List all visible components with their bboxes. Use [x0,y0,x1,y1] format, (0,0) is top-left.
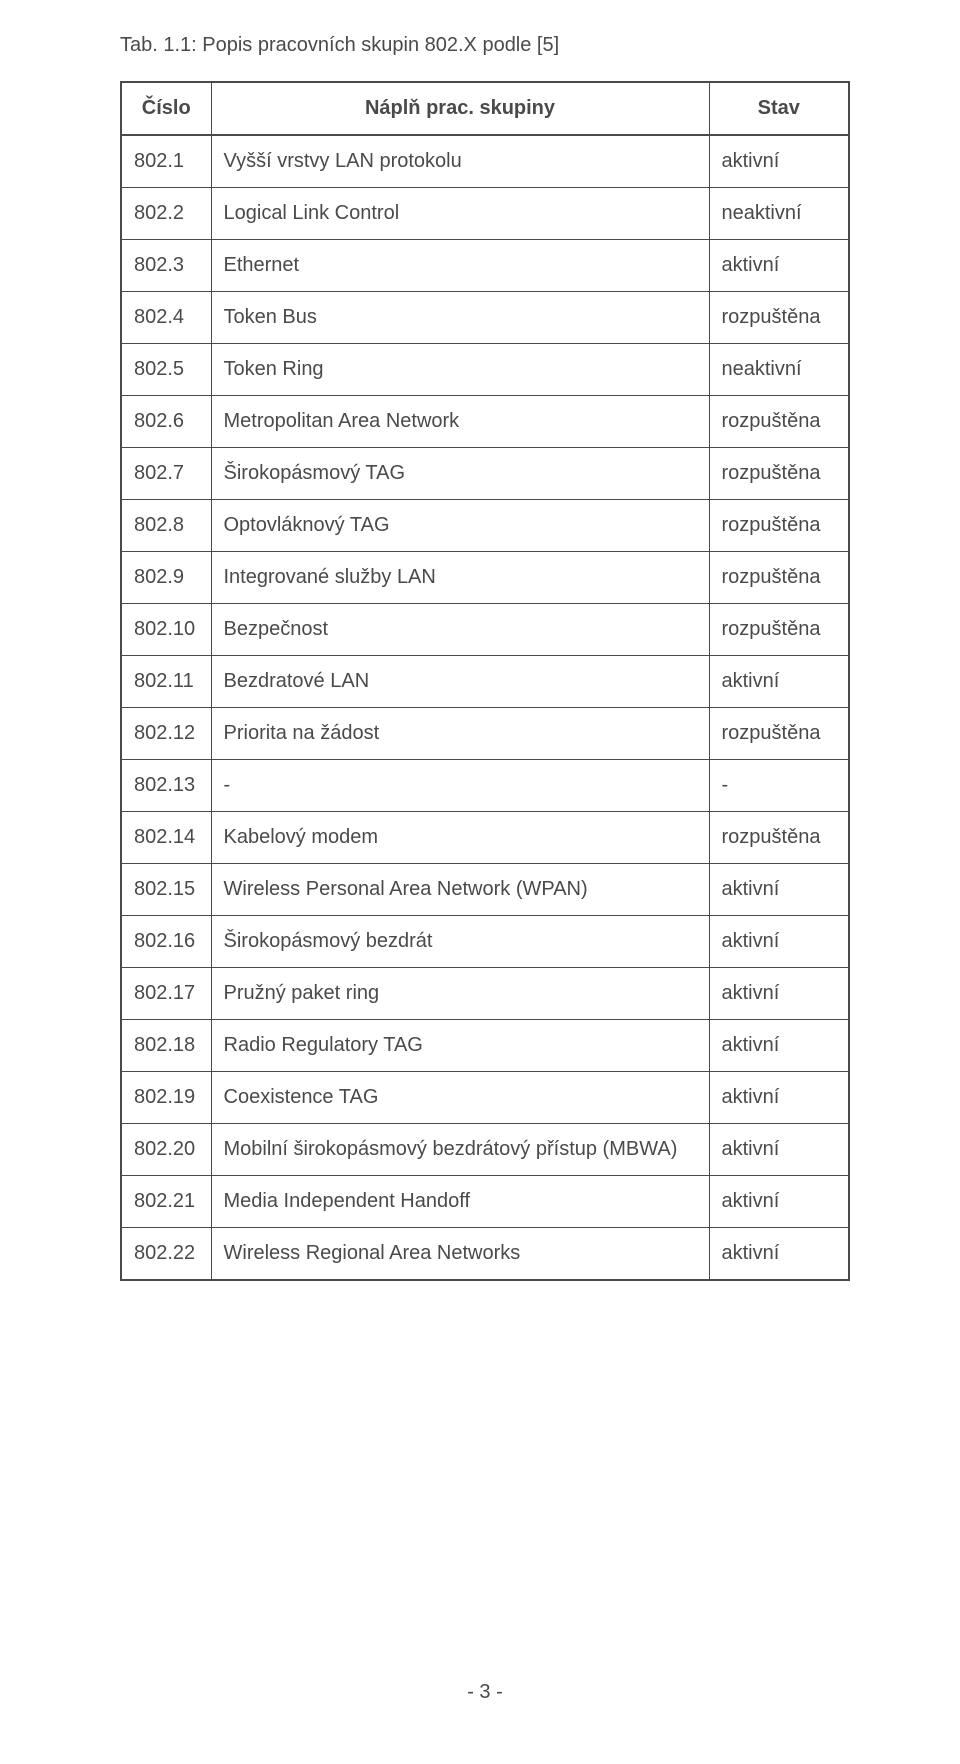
cell-desc: Optovláknový TAG [211,500,709,552]
cell-desc: Wireless Regional Area Networks [211,1228,709,1281]
cell-desc: Media Independent Handoff [211,1176,709,1228]
cell-status: aktivní [709,916,849,968]
cell-status: rozpuštěna [709,552,849,604]
cell-desc: Širokopásmový bezdrát [211,916,709,968]
document-page: Tab. 1.1: Popis pracovních skupin 802.X … [0,0,960,1764]
cell-status: rozpuštěna [709,292,849,344]
table-caption: Tab. 1.1: Popis pracovních skupin 802.X … [120,34,850,57]
cell-id: 802.6 [121,396,211,448]
table-row: 802.9Integrované služby LANrozpuštěna [121,552,849,604]
cell-desc: Priorita na žádost [211,708,709,760]
table-row: 802.18Radio Regulatory TAGaktivní [121,1020,849,1072]
cell-id: 802.8 [121,500,211,552]
cell-desc: Metropolitan Area Network [211,396,709,448]
cell-id: 802.11 [121,656,211,708]
table-row: 802.22Wireless Regional Area Networksakt… [121,1228,849,1281]
cell-desc: Coexistence TAG [211,1072,709,1124]
cell-id: 802.17 [121,968,211,1020]
cell-desc: Integrované služby LAN [211,552,709,604]
table-row: 802.20Mobilní širokopásmový bezdrátový p… [121,1124,849,1176]
cell-desc: Bezdratové LAN [211,656,709,708]
cell-desc: Logical Link Control [211,188,709,240]
cell-status: aktivní [709,968,849,1020]
cell-id: 802.1 [121,135,211,188]
cell-status: aktivní [709,864,849,916]
cell-status: rozpuštěna [709,708,849,760]
cell-id: 802.9 [121,552,211,604]
cell-desc: Kabelový modem [211,812,709,864]
cell-desc: Token Bus [211,292,709,344]
cell-id: 802.18 [121,1020,211,1072]
table-row: 802.14Kabelový modemrozpuštěna [121,812,849,864]
cell-status: aktivní [709,656,849,708]
cell-id: 802.12 [121,708,211,760]
table-row: 802.19Coexistence TAGaktivní [121,1072,849,1124]
cell-desc: Token Ring [211,344,709,396]
table-row: 802.3Ethernetaktivní [121,240,849,292]
cell-status: rozpuštěna [709,604,849,656]
table-row: 802.21Media Independent Handoffaktivní [121,1176,849,1228]
cell-id: 802.16 [121,916,211,968]
cell-status: aktivní [709,1124,849,1176]
cell-status: - [709,760,849,812]
table-row: 802.17Pružný paket ringaktivní [121,968,849,1020]
cell-status: rozpuštěna [709,448,849,500]
cell-id: 802.14 [121,812,211,864]
cell-id: 802.10 [121,604,211,656]
cell-id: 802.5 [121,344,211,396]
cell-id: 802.2 [121,188,211,240]
cell-status: aktivní [709,1176,849,1228]
page-number: - 3 - [120,1681,850,1704]
table-row: 802.6Metropolitan Area Networkrozpuštěna [121,396,849,448]
cell-id: 802.15 [121,864,211,916]
table-row: 802.2Logical Link Controlneaktivní [121,188,849,240]
cell-status: aktivní [709,1020,849,1072]
cell-desc: Ethernet [211,240,709,292]
cell-desc: Radio Regulatory TAG [211,1020,709,1072]
cell-desc: Mobilní širokopásmový bezdrátový přístup… [211,1124,709,1176]
cell-status: aktivní [709,1228,849,1281]
cell-status: rozpuštěna [709,396,849,448]
cell-id: 802.20 [121,1124,211,1176]
table-row: 802.1Vyšší vrstvy LAN protokoluaktivní [121,135,849,188]
workgroups-table: Číslo Náplň prac. skupiny Stav 802.1Vyšš… [120,81,850,1281]
cell-id: 802.19 [121,1072,211,1124]
table-row: 802.15Wireless Personal Area Network (WP… [121,864,849,916]
cell-id: 802.13 [121,760,211,812]
table-row: 802.12Priorita na žádostrozpuštěna [121,708,849,760]
cell-status: neaktivní [709,344,849,396]
table-row: 802.11Bezdratové LANaktivní [121,656,849,708]
table-body: 802.1Vyšší vrstvy LAN protokoluaktivní80… [121,135,849,1280]
cell-status: aktivní [709,1072,849,1124]
cell-desc: Pružný paket ring [211,968,709,1020]
cell-status: aktivní [709,135,849,188]
cell-desc: - [211,760,709,812]
cell-desc: Širokopásmový TAG [211,448,709,500]
cell-desc: Vyšší vrstvy LAN protokolu [211,135,709,188]
cell-status: aktivní [709,240,849,292]
cell-id: 802.22 [121,1228,211,1281]
table-row: 802.5Token Ringneaktivní [121,344,849,396]
table-header-row: Číslo Náplň prac. skupiny Stav [121,82,849,135]
cell-status: neaktivní [709,188,849,240]
cell-desc: Wireless Personal Area Network (WPAN) [211,864,709,916]
table-row: 802.8Optovláknový TAGrozpuštěna [121,500,849,552]
cell-id: 802.3 [121,240,211,292]
cell-id: 802.7 [121,448,211,500]
cell-status: rozpuštěna [709,500,849,552]
table-row: 802.7Širokopásmový TAGrozpuštěna [121,448,849,500]
cell-status: rozpuštěna [709,812,849,864]
table-row: 802.16Širokopásmový bezdrátaktivní [121,916,849,968]
col-header-desc: Náplň prac. skupiny [211,82,709,135]
cell-desc: Bezpečnost [211,604,709,656]
cell-id: 802.21 [121,1176,211,1228]
table-row: 802.13-- [121,760,849,812]
table-row: 802.10Bezpečnostrozpuštěna [121,604,849,656]
col-header-id: Číslo [121,82,211,135]
table-row: 802.4Token Busrozpuštěna [121,292,849,344]
col-header-status: Stav [709,82,849,135]
cell-id: 802.4 [121,292,211,344]
